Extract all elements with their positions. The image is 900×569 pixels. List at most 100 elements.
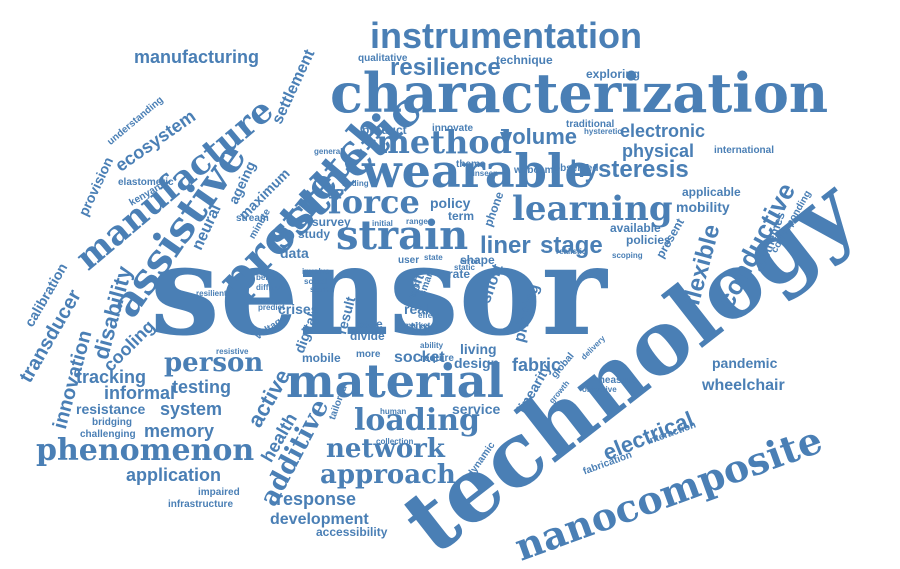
cloud-word-social: social (304, 277, 327, 286)
cloud-word-involve: involve (302, 267, 330, 276)
cloud-word-difficult: difficult (256, 283, 285, 292)
cloud-word-real: real (404, 301, 429, 317)
cloud-word-resilience: resilience (390, 54, 501, 81)
cloud-word-available: available (610, 221, 661, 235)
cloud-word-policy: policy (430, 195, 471, 211)
cloud-word-more: more (356, 349, 381, 360)
cloud-word-socket: socket (394, 349, 445, 366)
cloud-word-benefit: benefit (256, 273, 283, 282)
cloud-word-crises: crises (278, 301, 319, 317)
cloud-word-development: development (270, 511, 369, 528)
cloud-word-application: application (126, 465, 222, 485)
cloud-word-design: design (454, 355, 500, 371)
cloud-word-characterization: characterization (330, 61, 829, 125)
cloud-word-bridging: bridging (92, 417, 132, 428)
cloud-word-wheelchair: wheelchair (702, 377, 785, 394)
cloud-word-manufacturing: manufacturing (134, 47, 260, 67)
cloud-word-state: state (424, 253, 443, 262)
cloud-word-shape: shape (460, 253, 495, 267)
cloud-word-initial: initial (372, 219, 393, 228)
cloud-word-exploring: exploring (586, 67, 641, 81)
cloud-word-effect: effect (418, 311, 440, 320)
cloud-word-innovate: innovate (432, 123, 474, 134)
cloud-word-living: living (460, 341, 497, 357)
cloud-word-settlement: settlement (269, 47, 319, 127)
cloud-word-time: time (410, 319, 439, 335)
cloud-word-market: market (404, 321, 431, 330)
cloud-word-mobility: mobility (676, 199, 730, 215)
cloud-word-wearable: wearable (362, 144, 594, 198)
cloud-word-loading: loading (354, 403, 481, 438)
cloud-word-stamp: stamp (310, 285, 334, 294)
cloud-word-applicable: applicable (682, 185, 741, 199)
cloud-word-physical: physical (622, 141, 695, 161)
cloud-word-error: error (460, 257, 479, 266)
cloud-word-policies: policies (626, 233, 671, 247)
cloud-word-service: service (452, 401, 501, 417)
cloud-word-measure: measure (596, 375, 638, 386)
cloud-word-case: case (356, 317, 383, 331)
cloud-word-infrastructure: infrastructure (168, 499, 234, 510)
cloud-word-material: material (286, 354, 504, 408)
cloud-word-divide: divide (350, 329, 385, 343)
cloud-word-stream: stream (236, 213, 269, 224)
cloud-word-rate: rate (448, 267, 471, 281)
cloud-word-mobile: mobile (302, 351, 341, 365)
cloud-word-ability: ability (420, 341, 444, 350)
cloud-word-international: international (714, 145, 775, 156)
cloud-word-elastomeric: elastomeric (118, 177, 174, 188)
cloud-word-network: network (326, 434, 445, 464)
cloud-word-force: force (328, 183, 420, 221)
cloud-word-scoping: scoping (612, 251, 643, 260)
cloud-word-resistive: resistive (216, 347, 249, 356)
cloud-word-provision: provision (75, 154, 117, 219)
cloud-word-response: response (276, 489, 357, 509)
cloud-word-hysteresis: hysteresis (570, 156, 689, 183)
cloud-word-observed: observed (554, 163, 599, 174)
cloud-word-person: person (164, 348, 264, 378)
cloud-word-fabric: fabric (512, 355, 562, 375)
cloud-word-challenging: challenging (80, 429, 136, 440)
cloud-word-technique: technique (496, 53, 553, 67)
cloud-word-realistic: realistic (556, 247, 587, 256)
cloud-word-volume: volume (500, 124, 578, 149)
cloud-word-learning: learning (512, 189, 673, 229)
cloud-word-method: method (376, 123, 512, 161)
cloud-word-user: user (398, 255, 420, 266)
cloud-word-theme: theme (456, 159, 486, 170)
cloud-word-collection: collection (376, 437, 414, 446)
cloud-word-traditional: traditional (566, 119, 615, 130)
cloud-word-hysteretic: hysteretic (584, 127, 622, 136)
cloud-word-informal: informal (104, 383, 176, 403)
cloud-word-general: general (314, 147, 343, 156)
cloud-word-product: product (362, 123, 407, 137)
cloud-word-liner: liner (480, 232, 531, 259)
cloud-word-qualitative: qualitative (358, 53, 408, 64)
cloud-word-phenomenon: phenomenon (36, 433, 255, 468)
cloud-word-survey: survey (312, 215, 351, 229)
cloud-word-data: data (280, 245, 309, 261)
cloud-word-range: range (406, 217, 428, 226)
cloud-word-human: human (380, 407, 407, 416)
cloud-word-term: term (448, 209, 475, 223)
cloud-word-impaired: impaired (198, 487, 240, 498)
cloud-word-tracking: tracking (76, 367, 147, 387)
cloud-word-study: study (298, 227, 331, 241)
cloud-word-memory: memory (144, 421, 215, 441)
cloud-word-electronic: electronic (620, 121, 706, 141)
cloud-word-approach: approach (320, 460, 456, 490)
cloud-word-pandemic: pandemic (712, 355, 778, 371)
cloud-word-require: require (420, 353, 454, 364)
cloud-word-objective: objective (582, 385, 617, 394)
cloud-word-unseen: unseen (470, 169, 499, 178)
cloud-word-finding: finding (342, 179, 369, 188)
cloud-word-sensor: sensor (150, 219, 607, 364)
cloud-word-strain: strain (336, 212, 469, 259)
cloud-word-resilient: resilient (196, 289, 227, 298)
cloud-word-accessibility: accessibility (316, 525, 388, 539)
cloud-word-system: system (160, 399, 223, 419)
cloud-word-static: static (454, 263, 475, 272)
cloud-word-stage: stage (540, 232, 603, 259)
cloud-word-testing: testing (172, 377, 232, 397)
